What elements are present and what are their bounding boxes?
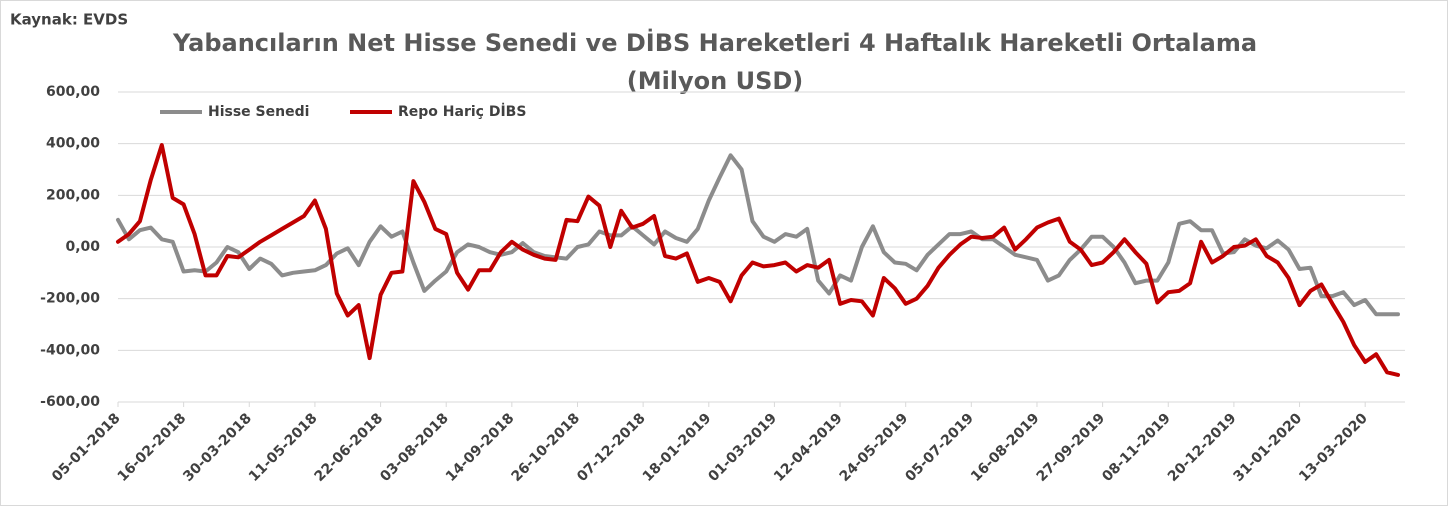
- y-tick-label: 400,00: [46, 136, 100, 152]
- y-tick-label: 600,00: [46, 84, 100, 100]
- y-tick-label: -400,00: [40, 342, 100, 358]
- series-line: [116, 143, 1400, 377]
- source-note: Kaynak: EVDS: [10, 11, 128, 29]
- legend-label: Repo Hariç DİBS: [398, 103, 526, 120]
- chart-subtitle: (Milyon USD): [627, 67, 804, 95]
- y-tick-label: 0,00: [65, 239, 100, 255]
- legend-label: Hisse Senedi: [208, 104, 309, 120]
- y-tick-label: -600,00: [40, 394, 100, 410]
- y-tick-label: -200,00: [40, 291, 100, 307]
- chart-title: Yabancıların Net Hisse Senedi ve DİBS Ha…: [172, 28, 1257, 57]
- y-tick-label: 200,00: [46, 187, 100, 203]
